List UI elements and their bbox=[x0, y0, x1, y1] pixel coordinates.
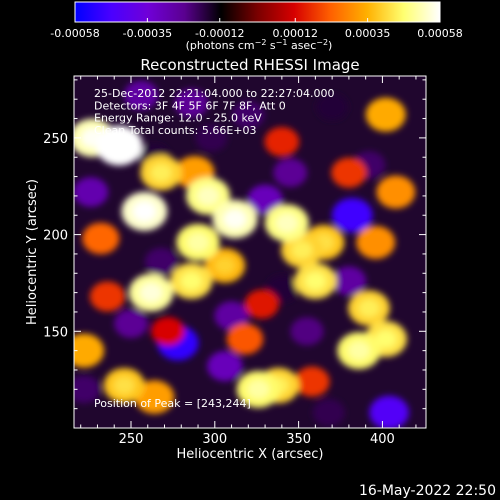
intensity-source bbox=[356, 225, 396, 259]
intensity-source-core bbox=[139, 283, 163, 303]
plot-area: 25-Dec-2012 22:21:04.000 to 22:27:04.000… bbox=[43, 75, 427, 447]
colorbar-tick-label: -0.00035 bbox=[123, 27, 172, 40]
intensity-source-core bbox=[187, 233, 209, 252]
intensity-source bbox=[316, 93, 348, 121]
intensity-source bbox=[134, 380, 175, 414]
intensity-map bbox=[74, 80, 416, 428]
intensity-source bbox=[114, 309, 148, 338]
intensity-source-core bbox=[304, 272, 326, 291]
intensity-source bbox=[82, 222, 120, 255]
intensity-source bbox=[226, 323, 264, 355]
intensity-source bbox=[369, 395, 409, 428]
intensity-source-core bbox=[223, 209, 247, 229]
annotation-line: Clean Total counts: 5.66E+03 bbox=[94, 124, 257, 137]
intensity-source-core bbox=[348, 341, 370, 360]
plot-frame bbox=[73, 75, 427, 429]
intensity-source bbox=[195, 124, 228, 152]
x-tick-label: 350 bbox=[286, 432, 311, 447]
intensity-source-core bbox=[150, 163, 172, 182]
x-axis: 250 300 350 400 bbox=[80, 76, 417, 447]
plot-datetime: 16-May-2022 22:50 bbox=[359, 483, 496, 499]
colorbar-tick-label: 0.00058 bbox=[417, 27, 463, 40]
annotation-line: 25-Dec-2012 22:21:04.000 to 22:27:04.000 bbox=[94, 87, 335, 100]
colorbar-tick-label: 0.00035 bbox=[345, 27, 391, 40]
intensity-source bbox=[232, 100, 265, 129]
intensity-source bbox=[290, 317, 324, 346]
intensity-source bbox=[74, 333, 105, 368]
peak-position-label: Position of Peak = [243,244] bbox=[94, 397, 251, 410]
intensity-source bbox=[331, 157, 367, 188]
intensity-source bbox=[214, 301, 249, 331]
intensity-source bbox=[247, 184, 283, 215]
y-axis-label: Heliocentric Y (arcsec) bbox=[25, 179, 40, 325]
intensity-source bbox=[244, 289, 279, 319]
intensity-source-core bbox=[107, 135, 131, 156]
colorbar-unit-label: (photons cm−2 s−1 asec−2) bbox=[186, 38, 333, 52]
intensity-source bbox=[74, 177, 109, 207]
intensity-source bbox=[264, 126, 300, 157]
intensity-source-core bbox=[358, 299, 380, 317]
colorbar-tick-label: -0.00012 bbox=[195, 27, 244, 40]
intensity-source-core bbox=[247, 380, 270, 399]
annotation-line: Energy Range: 12.0 - 25.0 keV bbox=[94, 112, 262, 125]
colorbar-bar bbox=[74, 1, 441, 23]
intensity-source bbox=[174, 88, 209, 118]
intensity-source bbox=[376, 175, 416, 209]
annotation-line: Detectors: 3F 4F 5F 6F 7F 8F, Att 0 bbox=[94, 99, 286, 112]
intensity-source-core bbox=[275, 213, 298, 233]
intensity-source-core bbox=[375, 330, 397, 349]
intensity-source bbox=[89, 281, 126, 312]
intensity-source bbox=[312, 398, 345, 427]
intensity-source bbox=[365, 97, 406, 132]
x-axis-label: Heliocentric X (arcsec) bbox=[177, 447, 324, 462]
intensity-source-core bbox=[113, 376, 135, 395]
colorbar-ticks: -0.00058 -0.00035 -0.00012 0.00012 0.00035 0.… bbox=[50, 18, 463, 40]
y-tick-label: 250 bbox=[43, 132, 68, 147]
intensity-source bbox=[207, 351, 243, 382]
intensity-source-core bbox=[291, 241, 313, 259]
intensity-source bbox=[144, 247, 178, 276]
colorbar-tick-label: 0.00012 bbox=[273, 27, 319, 40]
x-tick-label: 300 bbox=[202, 432, 227, 447]
intensity-source-core bbox=[132, 201, 156, 222]
intensity-source bbox=[273, 158, 308, 188]
intensity-source-core bbox=[214, 256, 236, 275]
intensity-source bbox=[123, 80, 159, 110]
x-tick-label: 400 bbox=[370, 432, 395, 447]
intensity-source-core bbox=[180, 272, 202, 291]
y-tick-label: 200 bbox=[43, 229, 68, 244]
intensity-source-core bbox=[197, 186, 220, 206]
intensity-source bbox=[151, 316, 185, 346]
chart-title: Reconstructed RHESSI Image bbox=[140, 56, 359, 74]
intensity-source bbox=[331, 266, 367, 296]
colorbar: -0.00058 -0.00035 -0.00012 0.00012 0.00035 0.… bbox=[50, 1, 463, 52]
y-tick-label: 150 bbox=[43, 325, 68, 340]
annotation-block: 25-Dec-2012 22:21:04.000 to 22:27:04.000… bbox=[94, 87, 335, 137]
colorbar-tick-label: -0.00058 bbox=[50, 27, 99, 40]
intensity-source bbox=[74, 375, 101, 404]
intensity-source bbox=[331, 197, 373, 233]
intensity-source bbox=[294, 366, 330, 397]
x-tick-label: 250 bbox=[119, 432, 144, 447]
y-axis: 150 200 250 bbox=[43, 79, 426, 410]
